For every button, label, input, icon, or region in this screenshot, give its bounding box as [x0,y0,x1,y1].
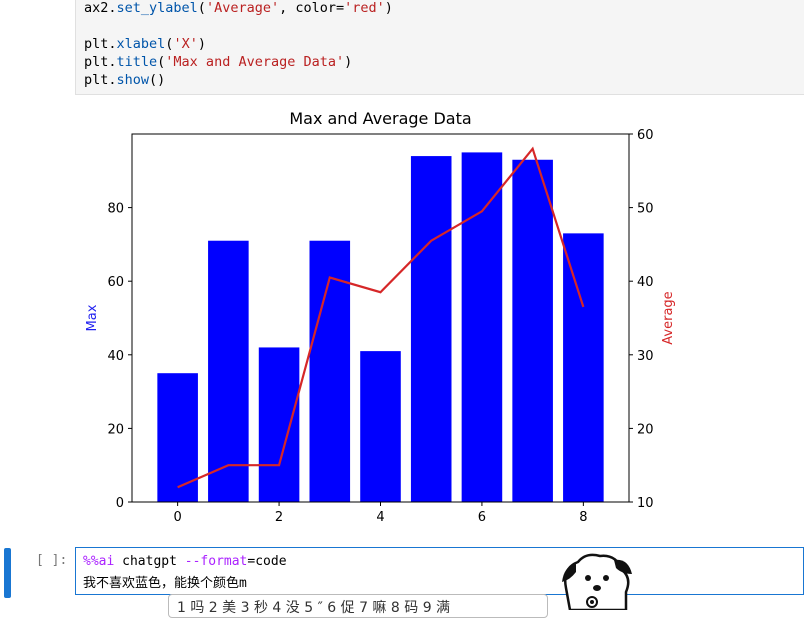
code-line: plt.title('Max and Average Data') [84,54,353,70]
bar-mark [157,373,198,502]
chart-title: Max and Average Data [289,109,471,128]
x-tick-label: 4 [376,510,384,525]
code-input-cell[interactable]: %%ai chatgpt --format=code 我不喜欢蓝色，能换个颜色m [75,547,804,595]
active-cell-indicator [4,548,11,598]
x-tick-label: 2 [275,510,283,525]
cell-prompt: [ ]: [36,553,68,568]
ime-candidates[interactable]: 1 吗 2 美 3 秒 4 没 5 ″ 6 促 7 嘛 8 码 9 满 [177,600,451,616]
magic-args: chatgpt [114,554,185,569]
code-line: plt.xlabel('X') [84,36,206,52]
y-tick-label: 0 [116,496,124,511]
x-tick-label: 8 [579,510,587,525]
magic-command: %%ai [83,554,115,569]
bar-mark [360,351,401,502]
average-line [177,146,585,489]
y-tick-label: 20 [107,422,124,437]
x-tick-label: 6 [478,510,486,525]
code-line: plt.show() [84,72,166,88]
bar-mark [309,240,351,502]
x-tick-label: 0 [174,510,182,525]
y-axis-label: Max [85,304,100,331]
code-cell-top[interactable]: ax2.set_ylabel('Average', color='red') p… [75,0,804,95]
bar-mark [563,233,604,503]
y2-tick-label: 50 [637,202,654,217]
bar-mark [258,347,300,502]
y2-tick-label: 40 [637,275,654,290]
bar-mark [410,156,452,502]
input-line-2: 我不喜欢蓝色，能换个颜色m [83,576,247,591]
y-tick-label: 60 [107,275,124,290]
bar-mark [512,159,553,502]
dog-mascot-icon [562,553,632,610]
y2-tick-label: 30 [637,349,654,364]
code-line: ax2.set_ylabel('Average', color='red') [84,0,393,16]
y2-tick-label: 20 [637,422,654,437]
y2-tick-label: 60 [637,128,654,143]
bar-mark [208,240,249,502]
format-value: =code [247,554,287,569]
ime-candidate-bar[interactable]: 1 吗 2 美 3 秒 4 没 5 ″ 6 促 7 嘛 8 码 9 满 [168,594,548,618]
input-line-1: %%ai chatgpt --format=code [83,554,287,569]
plot-output: Max and Average Data 0 2 4 6 8 0 20 40 60 80 10 20 30… [75,96,804,536]
y-tick-label: 80 [107,202,124,217]
y2-axis-label: Average [661,291,676,344]
y-tick-label: 40 [107,349,124,364]
code-line [84,18,92,34]
bar-mark [461,152,503,502]
format-flag: --format [184,554,248,569]
y2-tick-label: 10 [637,496,654,511]
